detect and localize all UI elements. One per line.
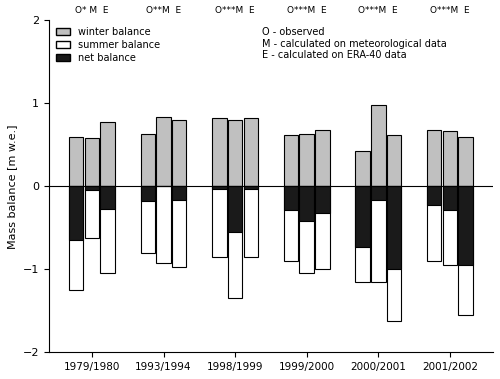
Bar: [387, 186, 402, 269]
Bar: [84, 186, 99, 238]
Bar: [315, 130, 330, 186]
Bar: [442, 186, 457, 210]
Bar: [315, 186, 330, 269]
Bar: [284, 135, 298, 186]
Bar: [228, 186, 242, 232]
Bar: [100, 186, 115, 209]
Bar: [387, 135, 402, 186]
Bar: [356, 152, 370, 186]
Bar: [371, 186, 386, 282]
Text: O - observed
M - calculated on meteorological data
E - calculated on ERA-40 data: O - observed M - calculated on meteorolo…: [262, 27, 447, 60]
Bar: [100, 186, 115, 274]
Bar: [212, 186, 226, 257]
Text: O***M  E: O***M E: [287, 6, 327, 15]
Bar: [172, 186, 186, 267]
Bar: [69, 186, 84, 290]
Bar: [458, 186, 473, 265]
Bar: [69, 186, 84, 240]
Bar: [156, 186, 170, 263]
Bar: [140, 186, 155, 253]
Bar: [100, 122, 115, 186]
Bar: [84, 186, 99, 190]
Bar: [300, 134, 314, 186]
Bar: [427, 186, 442, 205]
Bar: [371, 186, 386, 200]
Bar: [284, 186, 298, 261]
Bar: [156, 117, 170, 186]
Bar: [172, 120, 186, 186]
Y-axis label: Mass balance [m w.e.]: Mass balance [m w.e.]: [7, 124, 17, 249]
Bar: [356, 186, 370, 282]
Legend: winter balance, summer balance, net balance: winter balance, summer balance, net bala…: [54, 25, 162, 65]
Bar: [228, 120, 242, 186]
Bar: [356, 186, 370, 247]
Bar: [140, 134, 155, 186]
Bar: [212, 118, 226, 186]
Bar: [172, 186, 186, 200]
Text: O***M  E: O***M E: [430, 6, 470, 15]
Bar: [228, 186, 242, 298]
Bar: [442, 186, 457, 265]
Bar: [458, 186, 473, 315]
Bar: [140, 186, 155, 201]
Bar: [284, 186, 298, 210]
Text: O***M  E: O***M E: [216, 6, 255, 15]
Bar: [300, 186, 314, 274]
Bar: [315, 186, 330, 213]
Bar: [427, 130, 442, 186]
Bar: [244, 186, 258, 257]
Bar: [300, 186, 314, 221]
Bar: [212, 186, 226, 189]
Bar: [69, 136, 84, 186]
Text: O**M  E: O**M E: [146, 6, 181, 15]
Bar: [244, 186, 258, 189]
Bar: [387, 186, 402, 321]
Bar: [427, 186, 442, 261]
Bar: [371, 105, 386, 186]
Bar: [244, 118, 258, 186]
Bar: [458, 136, 473, 186]
Bar: [442, 131, 457, 186]
Text: O* M  E: O* M E: [75, 6, 108, 15]
Text: O***M  E: O***M E: [358, 6, 398, 15]
Bar: [84, 138, 99, 186]
